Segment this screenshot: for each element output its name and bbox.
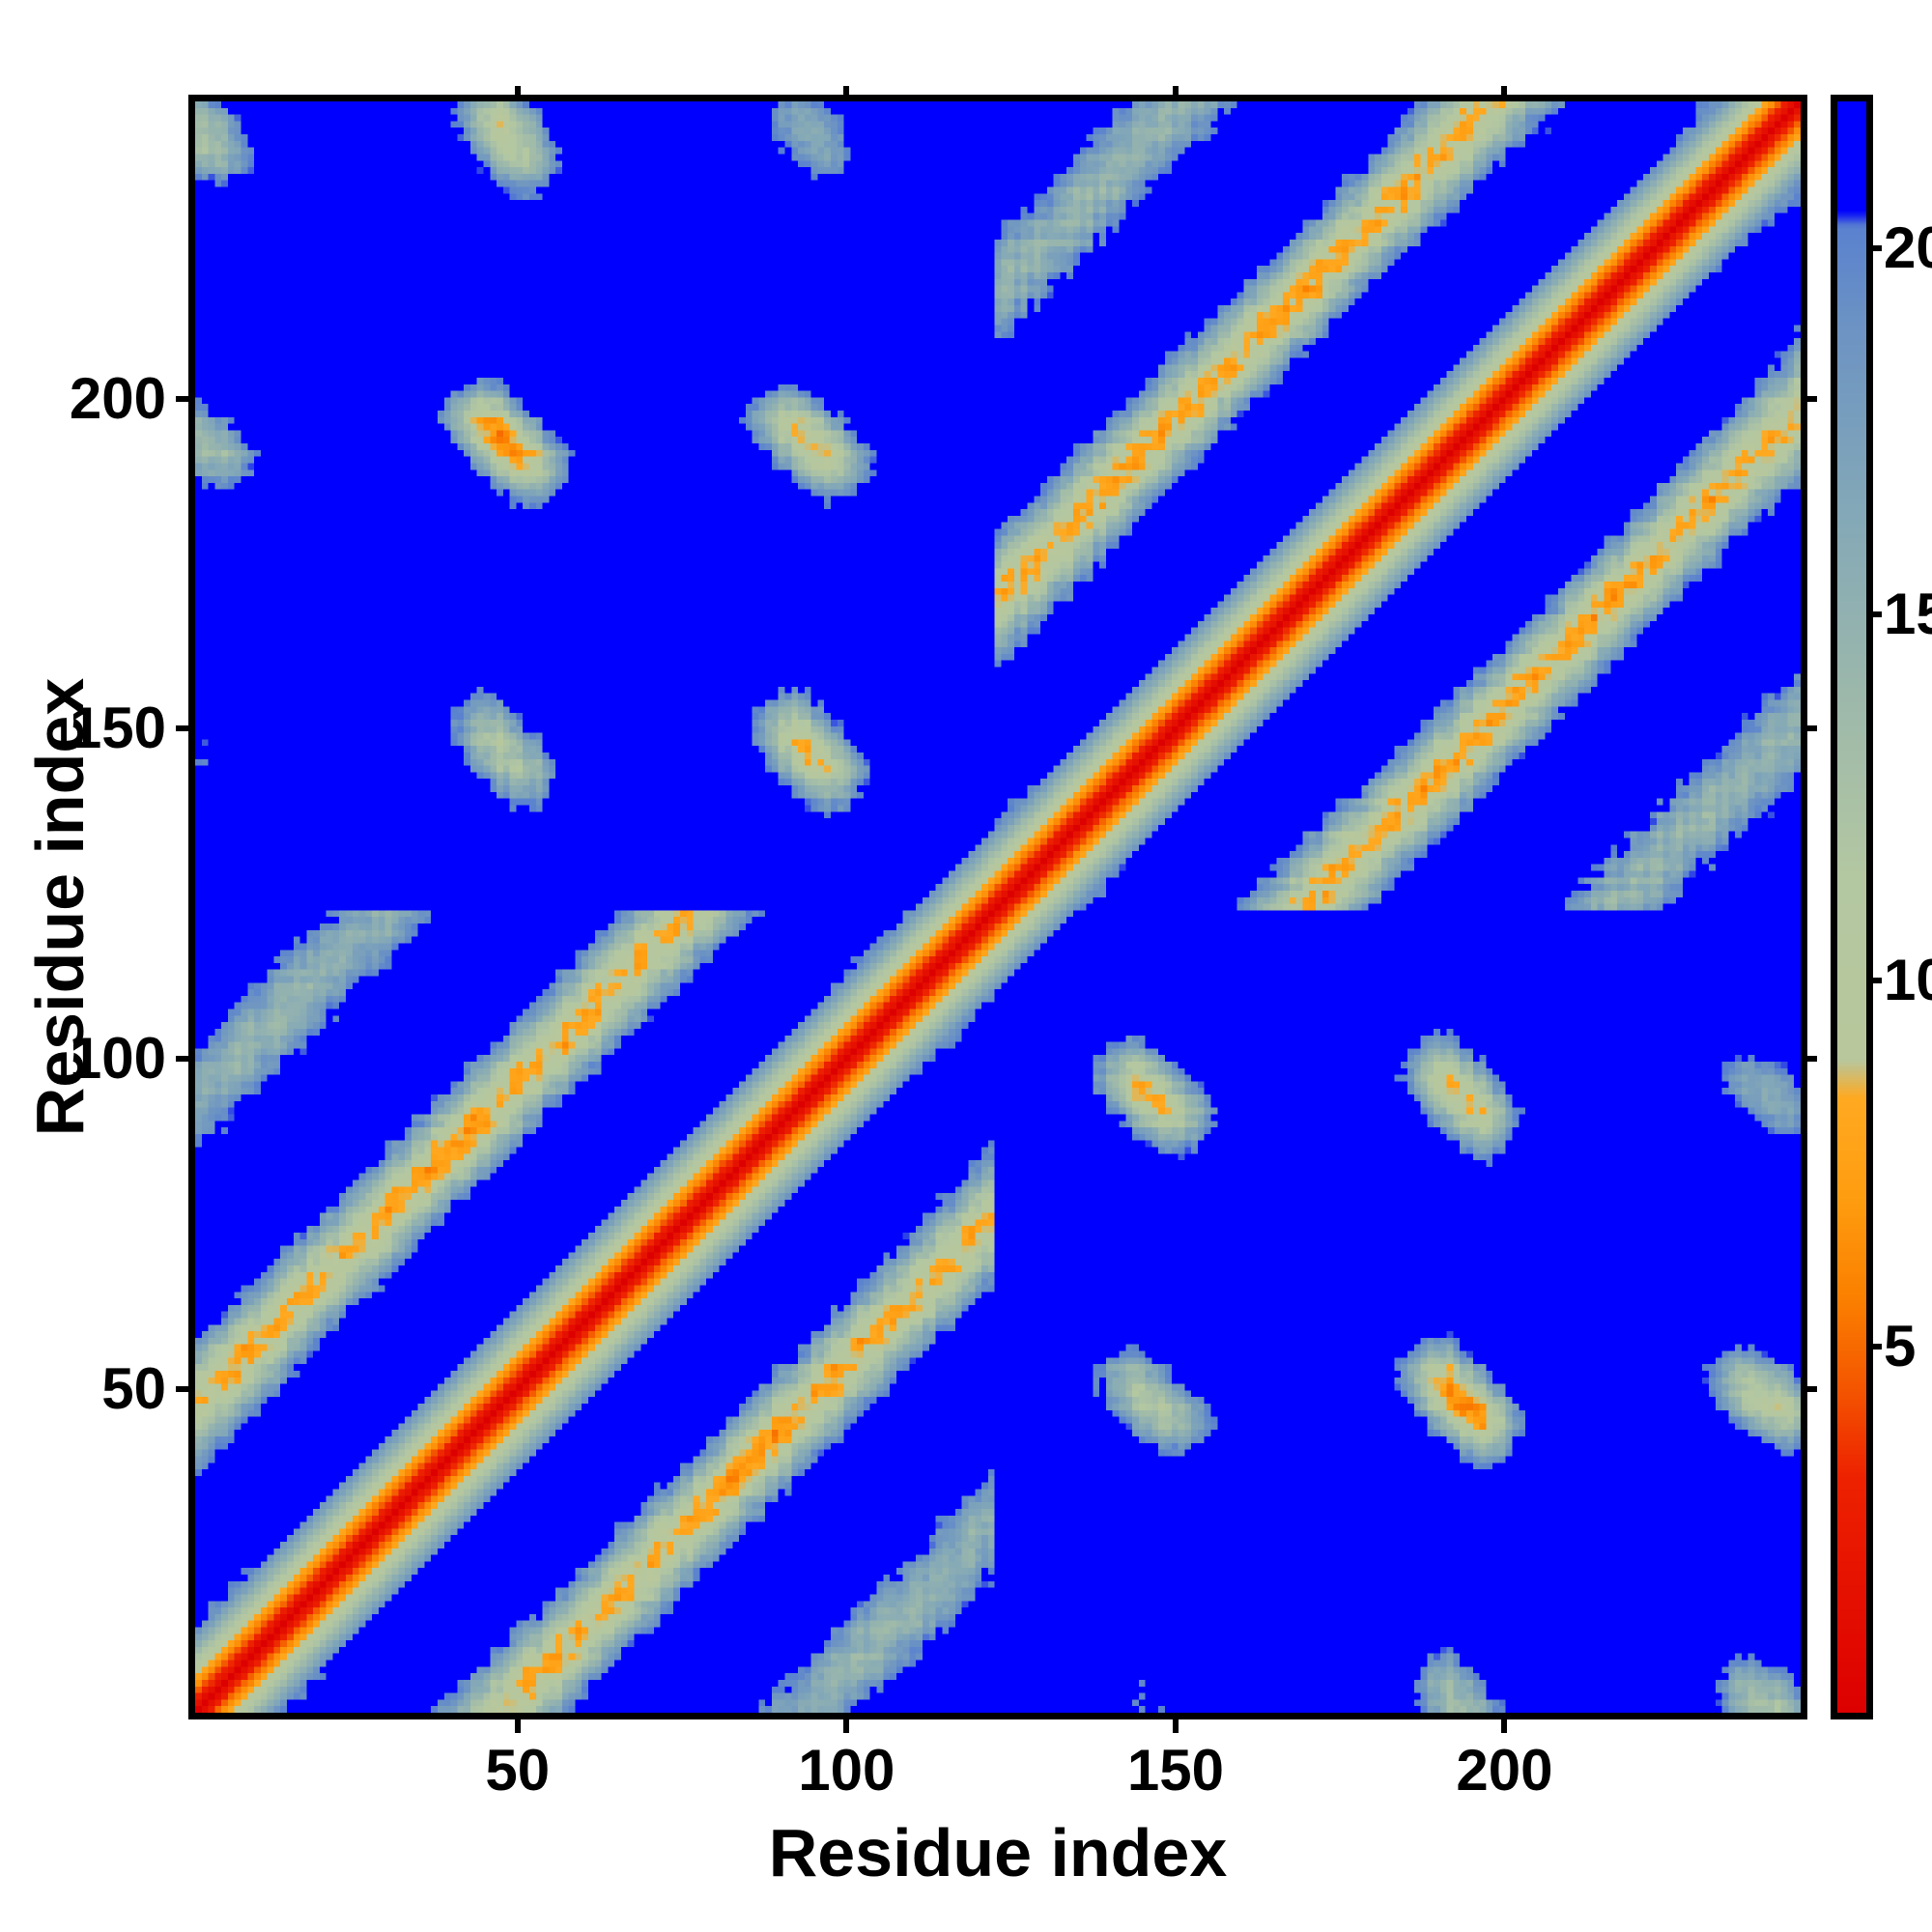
x-axis-tick-top bbox=[514, 86, 521, 99]
colorbar-tick bbox=[1870, 1343, 1882, 1350]
y-axis-tick-right bbox=[1804, 1056, 1817, 1063]
y-axis-tick-label: 100 bbox=[69, 1026, 166, 1092]
x-axis-tick-top bbox=[1501, 86, 1508, 99]
x-axis-tick bbox=[843, 1717, 850, 1733]
y-axis-tick-right bbox=[1804, 725, 1817, 732]
x-axis-tick-label: 100 bbox=[798, 1738, 895, 1803]
colorbar-tick-label: 10 bbox=[1884, 947, 1932, 1012]
y-axis-tick-right bbox=[1804, 395, 1817, 402]
x-axis-tick bbox=[1172, 1717, 1179, 1733]
x-axis-tick-top bbox=[843, 86, 850, 99]
y-axis-tick-label: 150 bbox=[69, 696, 166, 761]
x-axis-tick-label: 50 bbox=[485, 1738, 551, 1803]
x-axis-tick bbox=[514, 1717, 521, 1733]
y-axis-tick bbox=[176, 395, 192, 402]
heatmap-plot-area[interactable] bbox=[188, 95, 1807, 1719]
colorbar-tick bbox=[1870, 977, 1882, 983]
colorbar-gradient bbox=[1837, 101, 1866, 1713]
colorbar-tick-label: 15 bbox=[1884, 581, 1932, 646]
x-axis-title: Residue index bbox=[768, 1815, 1228, 1890]
colorbar-tick bbox=[1870, 244, 1882, 251]
y-axis-tick bbox=[176, 1056, 192, 1063]
heatmap-canvas[interactable] bbox=[195, 101, 1801, 1713]
x-axis-tick bbox=[1501, 1717, 1508, 1733]
x-axis-tick-label: 150 bbox=[1126, 1738, 1224, 1803]
colorbar-tick bbox=[1870, 611, 1882, 617]
colorbar-tick-label: 5 bbox=[1884, 1313, 1917, 1378]
y-axis-title: Residue index bbox=[22, 677, 98, 1137]
y-axis-tick-right bbox=[1804, 1386, 1817, 1393]
colorbar-tick-label: 20 bbox=[1884, 214, 1932, 280]
x-axis-tick-top bbox=[1172, 86, 1179, 99]
y-axis-tick bbox=[176, 725, 192, 732]
x-axis-tick-label: 200 bbox=[1456, 1738, 1553, 1803]
y-axis-tick-label: 200 bbox=[69, 365, 166, 431]
y-axis-tick bbox=[176, 1386, 192, 1393]
colorbar[interactable] bbox=[1831, 95, 1873, 1719]
y-axis-tick-label: 50 bbox=[101, 1356, 166, 1422]
